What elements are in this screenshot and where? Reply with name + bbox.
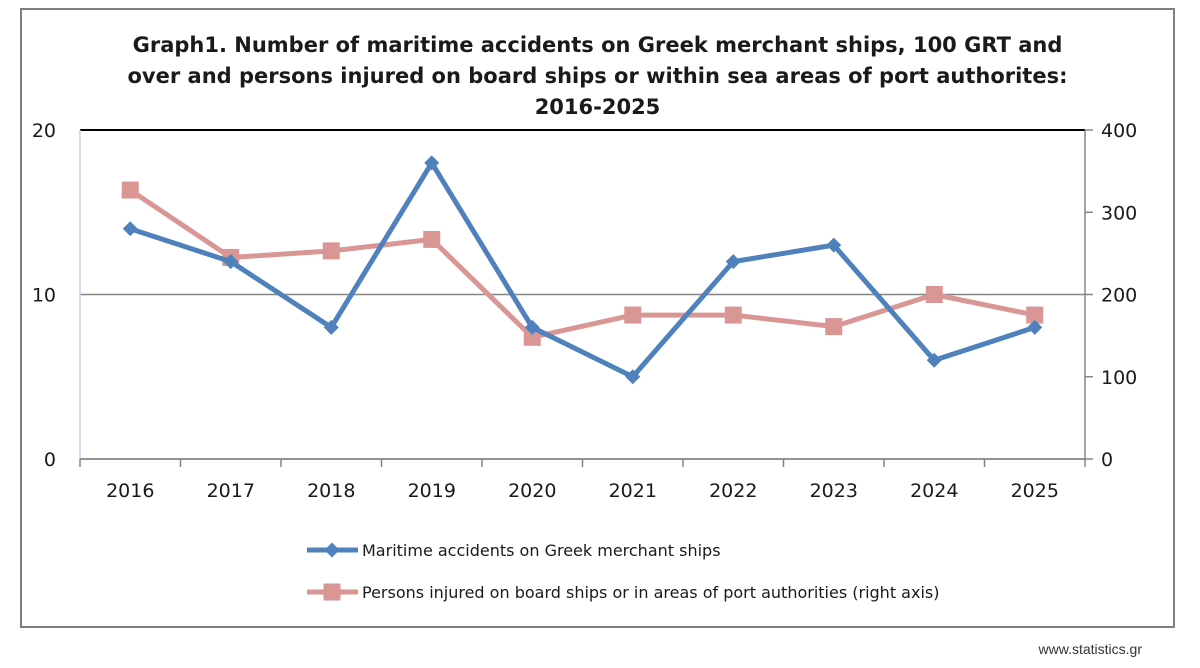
legend-swatch-marker (323, 583, 341, 601)
accidents-data-point (323, 319, 339, 335)
source-text: www.statistics.gr (1038, 641, 1142, 657)
accidents-data-point (826, 237, 842, 253)
right-tick-label: 100 (1101, 367, 1137, 389)
injured-data-point (724, 306, 742, 324)
right-tick-label: 400 (1101, 120, 1137, 142)
accidents-data-point (122, 221, 138, 237)
accidents-series-line (129, 160, 1036, 380)
legend-entry-label: Maritime accidents on Greek merchant shi… (362, 541, 721, 560)
left-tick-label: 20 (32, 120, 56, 142)
injured-data-point (825, 318, 843, 336)
x-tick-label: 2018 (307, 480, 355, 502)
accidents-data-point (625, 369, 641, 385)
accidents-data-point (926, 352, 942, 368)
accidents-data-point (524, 319, 540, 335)
chart-title-line-2: over and persons injured on board ships … (127, 64, 1068, 88)
injured-data-point (121, 181, 139, 199)
accidents-data-point (223, 254, 239, 270)
injured-data-point (925, 286, 943, 303)
legend-swatch-marker (324, 542, 340, 558)
chart-title-line-1: Graph1. Number of maritime accidents on … (132, 33, 1063, 57)
x-tick-label: 2019 (408, 480, 456, 502)
chart-title: Graph1. Number of maritime accidents on … (20, 30, 1175, 123)
right-tick-label: 200 (1101, 285, 1137, 307)
x-tick-label: 2023 (810, 480, 858, 502)
x-tick-label: 2024 (910, 480, 958, 502)
chart-title-line-3: 2016-2025 (534, 95, 661, 119)
x-tick-label: 2020 (508, 480, 556, 502)
chart-frame (20, 8, 1175, 628)
accidents-data-point (725, 254, 741, 270)
left-tick-label: 10 (32, 285, 56, 307)
injured-data-point (322, 242, 340, 260)
right-tick-label: 300 (1101, 202, 1137, 224)
x-tick-label: 2016 (106, 480, 154, 502)
injured-data-point (1026, 306, 1044, 324)
injured-data-point (423, 230, 441, 248)
legend-entry-label: Persons injured on board ships or in are… (362, 583, 939, 602)
accidents-data-point (1027, 319, 1043, 335)
injured-data-point (523, 328, 541, 346)
injured-data-point (624, 306, 642, 324)
x-tick-label: 2021 (609, 480, 657, 502)
x-tick-label: 2022 (709, 480, 757, 502)
x-tick-label: 2025 (1011, 480, 1059, 502)
right-tick-label: 0 (1101, 449, 1113, 471)
accidents-data-point (424, 155, 440, 171)
injured-series-line (128, 187, 1036, 340)
x-tick-label: 2017 (207, 480, 255, 502)
left-tick-label: 0 (44, 449, 56, 471)
